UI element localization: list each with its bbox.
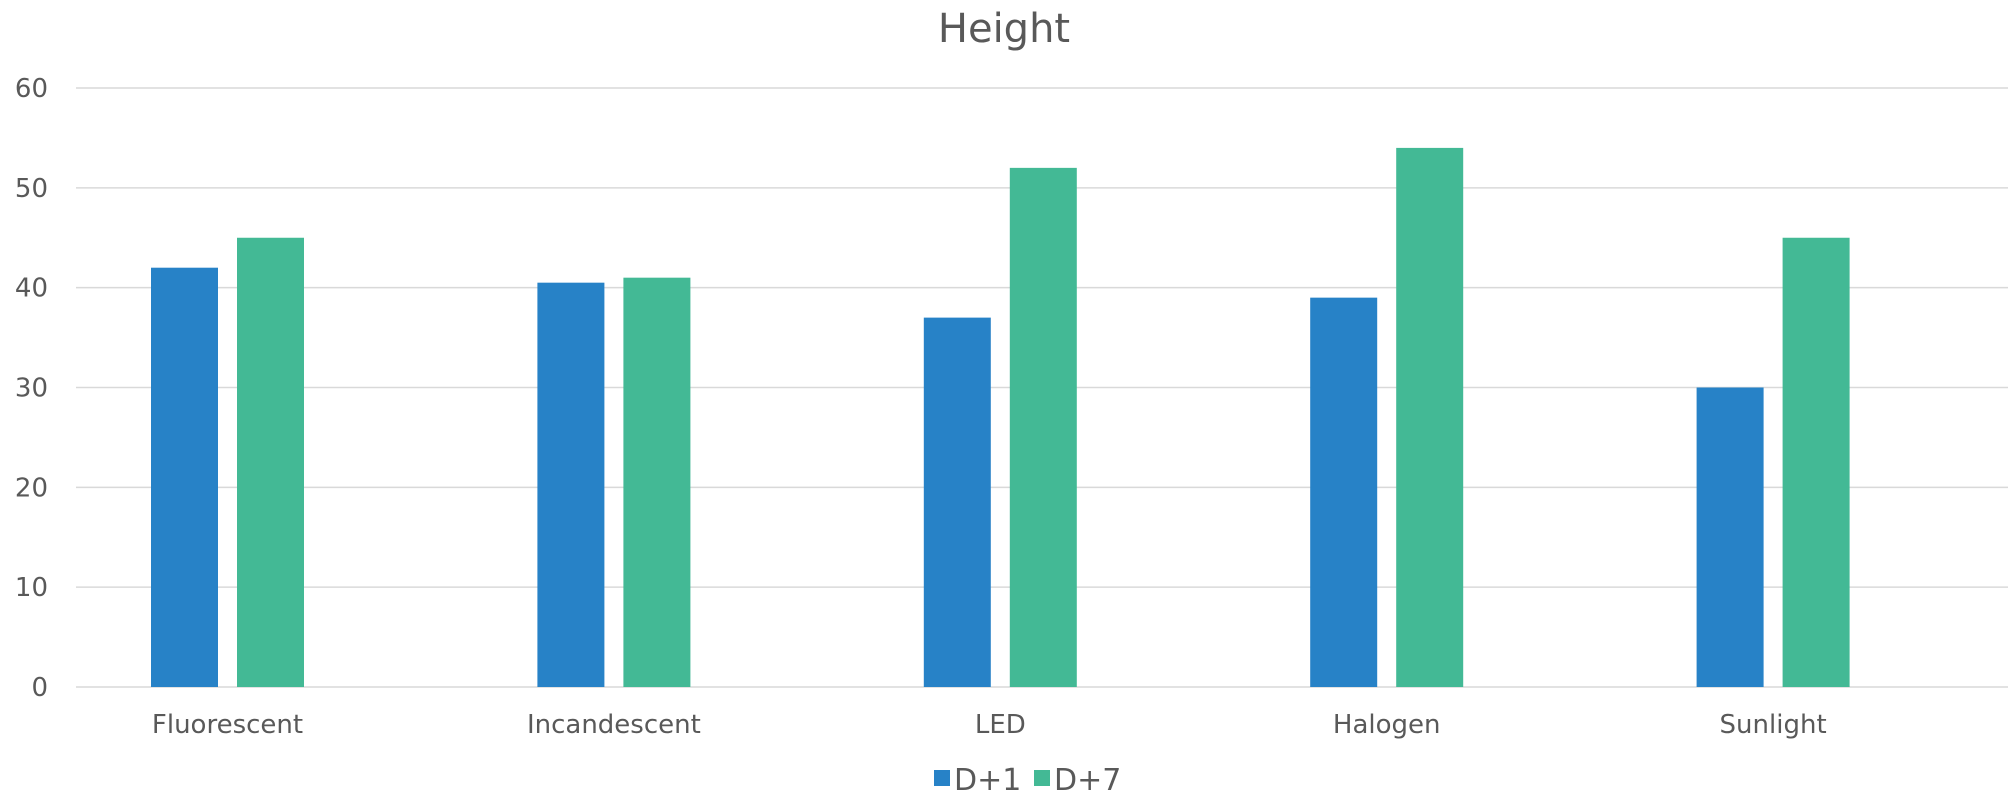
y-tick-label: 30 bbox=[15, 374, 48, 404]
legend-swatch bbox=[1034, 770, 1050, 786]
legend-label: D+7 bbox=[1054, 763, 1121, 797]
y-tick-label: 60 bbox=[15, 74, 48, 104]
y-tick-label: 40 bbox=[15, 274, 48, 304]
legend-label: D+1 bbox=[954, 763, 1021, 797]
bars bbox=[151, 147, 1850, 687]
chart-title: Height bbox=[938, 6, 1070, 52]
x-category-label: Incandescent bbox=[527, 710, 701, 740]
bar-d1-led bbox=[923, 317, 991, 687]
bar-d1-fluorescent bbox=[151, 267, 218, 687]
legend-swatch bbox=[934, 770, 950, 786]
y-tick-label: 10 bbox=[15, 573, 48, 603]
x-category-label: Sunlight bbox=[1720, 710, 1827, 740]
legend: D+1 D+7 bbox=[934, 763, 1121, 797]
bar-d7-halogen bbox=[1396, 147, 1464, 687]
y-tick-label: 50 bbox=[15, 174, 48, 204]
y-tick-label: 20 bbox=[15, 473, 48, 503]
bar-d7-sunlight bbox=[1782, 237, 1850, 687]
bar-d1-sunlight bbox=[1696, 387, 1764, 687]
x-category-label: Fluorescent bbox=[152, 710, 303, 740]
y-tick-label: 0 bbox=[31, 673, 48, 703]
x-category-label: Halogen bbox=[1333, 710, 1441, 740]
bar-d7-fluorescent bbox=[237, 237, 304, 687]
bar-d1-incandescent bbox=[537, 282, 605, 687]
bar-d7-led bbox=[1009, 167, 1077, 687]
x-category-label: LED bbox=[975, 710, 1026, 740]
bar-d7-incandescent bbox=[623, 277, 691, 687]
y-axis: 0 10 20 30 40 50 60 bbox=[15, 74, 48, 703]
x-axis: Fluorescent Incandescent LED Halogen Sunligh… bbox=[152, 710, 1827, 740]
bar-d1-halogen bbox=[1310, 297, 1378, 687]
